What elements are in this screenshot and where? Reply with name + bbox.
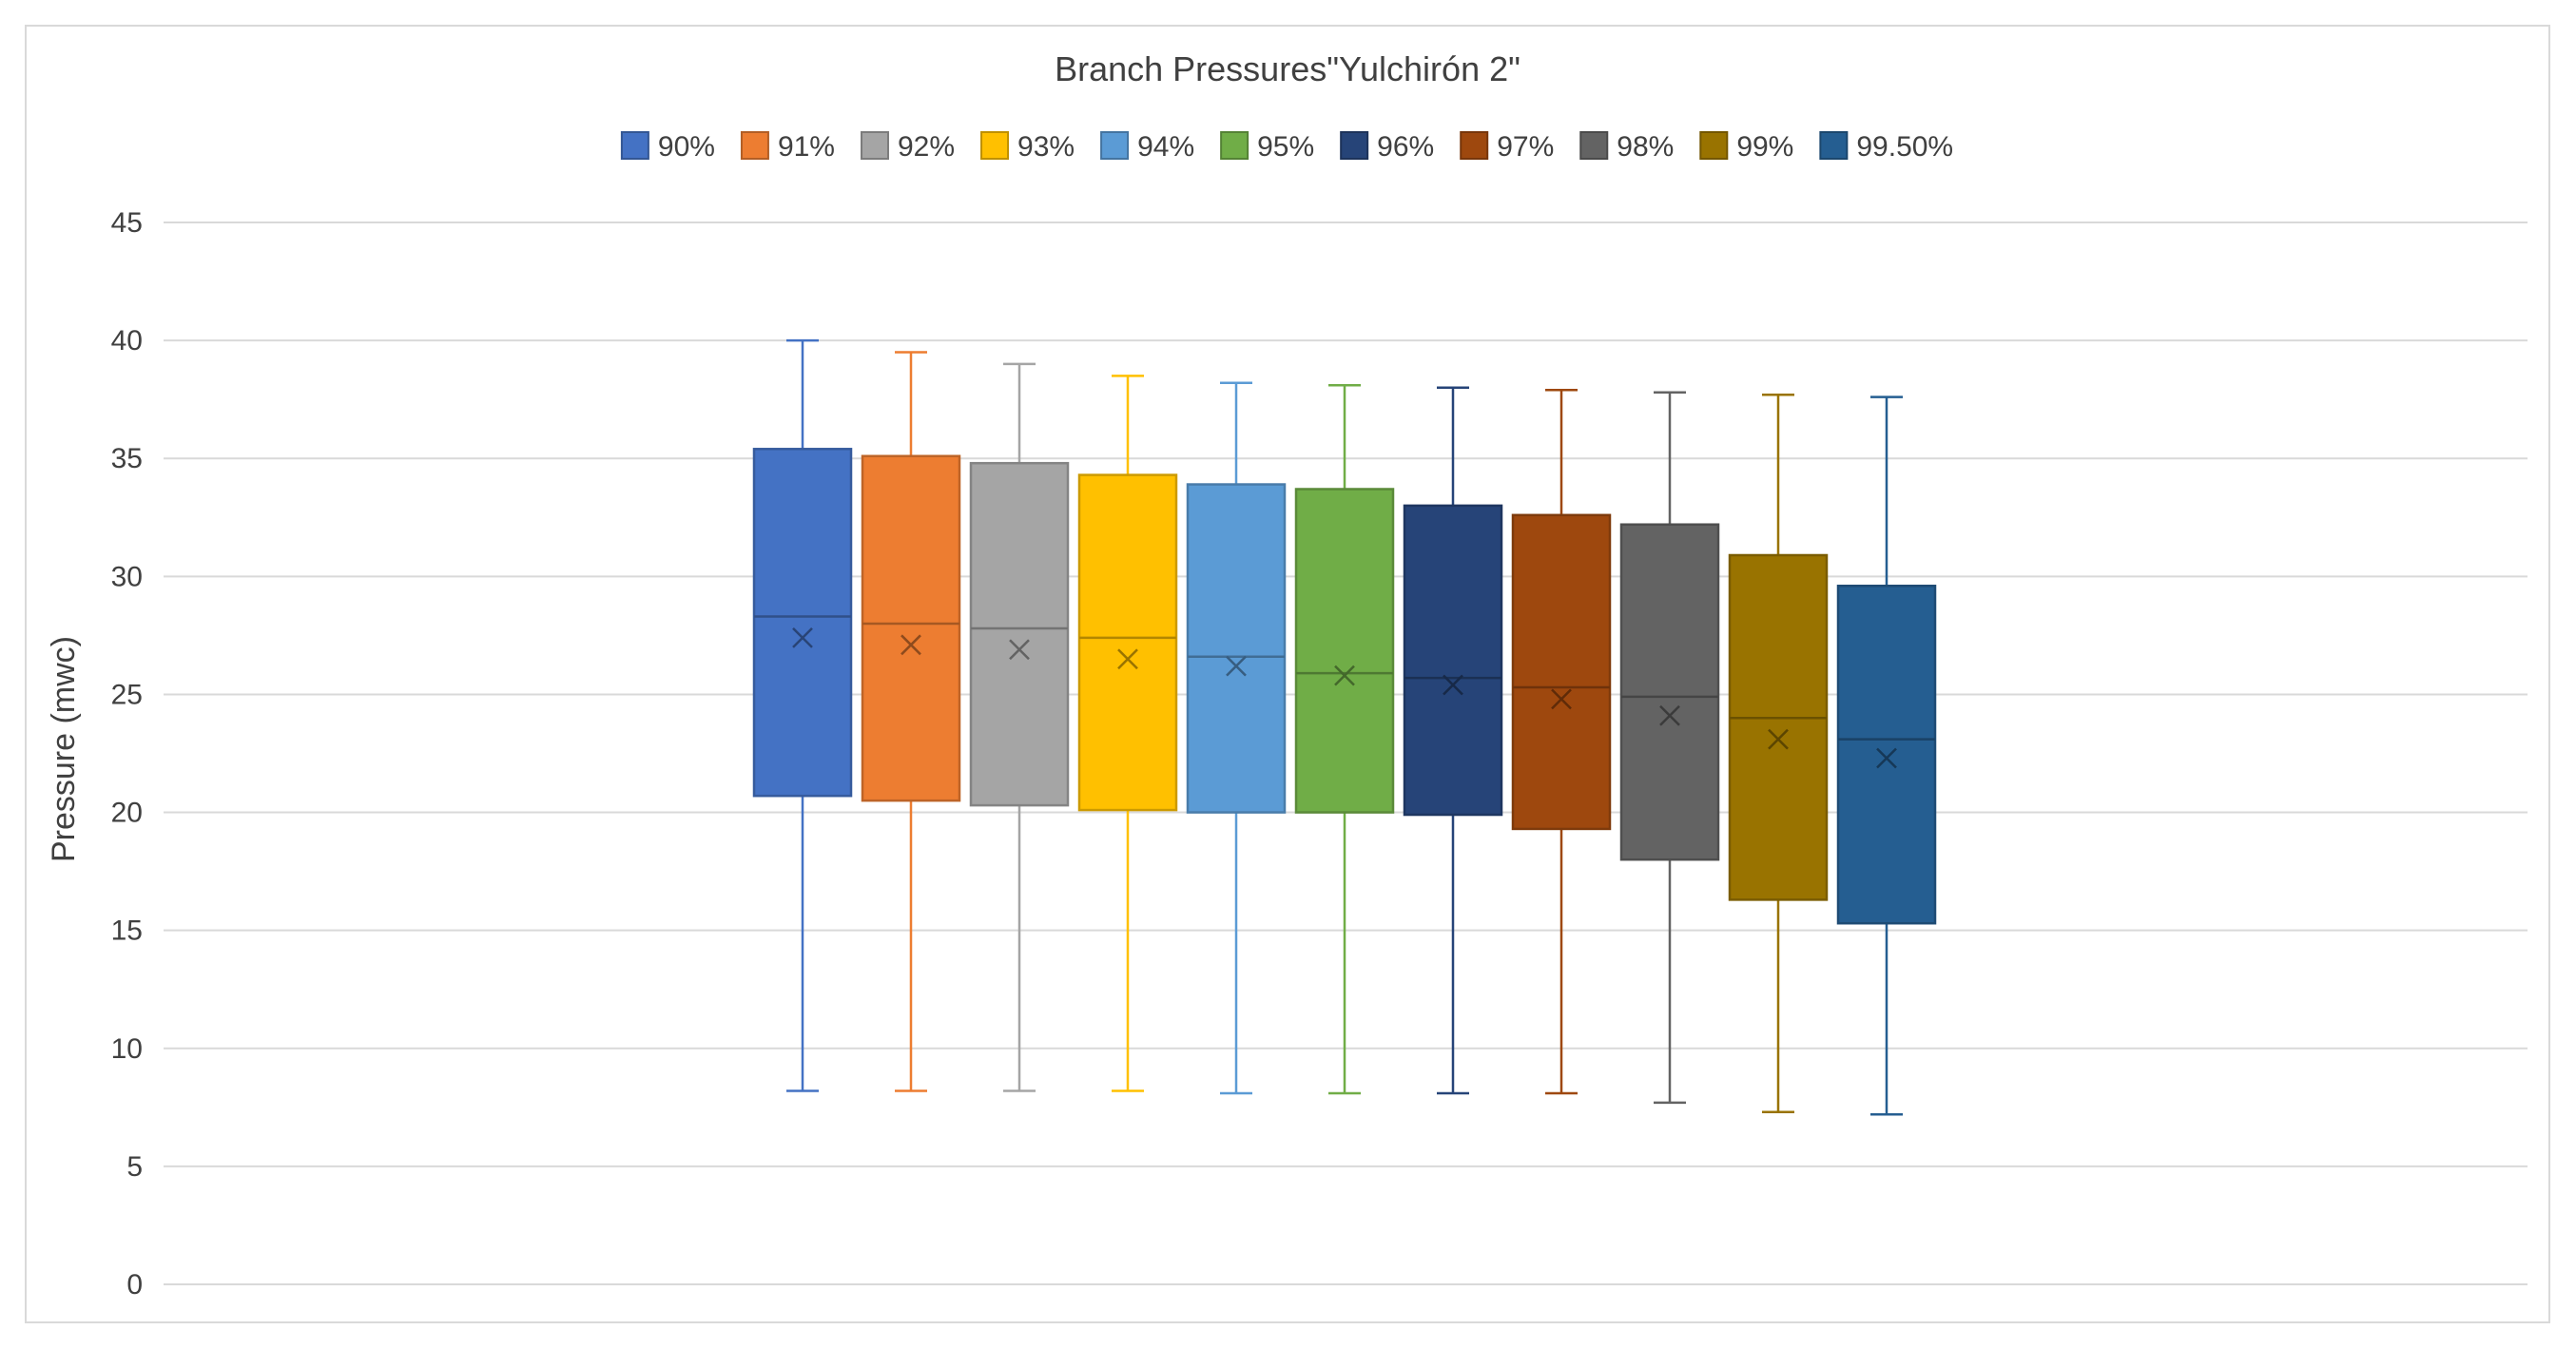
mean-marker [1443,674,1463,696]
legend-swatch [620,131,649,160]
legend-swatch [1220,131,1249,160]
legend-swatch [740,131,769,160]
chart-frame [25,25,2550,1323]
box-99-50pct [1836,395,1937,1116]
box-body [1403,504,1503,817]
legend-item: 93% [980,131,1075,163]
legend-label: 90% [658,131,715,163]
legend-label: 96% [1377,131,1434,163]
legend-swatch [1100,131,1130,160]
legend-swatch [1460,131,1489,160]
legend-swatch [1699,131,1729,160]
box-95pct [1294,384,1395,1095]
legend-label: 99.50% [1856,131,1953,163]
mean-marker [1117,648,1138,670]
y-tick-label: 25 [111,679,143,710]
box-plots [752,338,1937,1116]
gridlines [164,222,2528,1285]
legend-item: 94% [1100,131,1194,163]
box-91pct [861,351,961,1092]
y-tick-label: 20 [111,798,143,829]
mean-marker [1876,747,1897,769]
y-tick-label: 45 [111,207,143,239]
box-97pct [1511,388,1612,1095]
legend-swatch [1579,131,1609,160]
box-93pct [1077,375,1178,1092]
legend-label: 98% [1617,131,1674,163]
legend-label: 91% [778,131,835,163]
y-tick-label: 30 [111,561,143,592]
y-tick-label: 0 [126,1269,143,1301]
legend: 90% 91% 92% 93% 94% 95% 96% 97% 98% 99% 99.50% [620,131,1953,163]
legend-swatch [860,131,889,160]
legend-label: 94% [1137,131,1194,163]
box-96pct [1403,386,1503,1095]
legend-item: 99.50% [1819,131,1953,163]
box-99pct [1728,393,1829,1114]
y-axis-label: Pressure (mwc) [46,636,82,862]
y-tick-label: 10 [111,1033,143,1065]
box-body [1728,553,1829,901]
legend-swatch [1340,131,1369,160]
box-body [752,448,853,798]
legend-label: 93% [1017,131,1075,163]
box-98pct [1619,391,1720,1105]
box-body [1836,585,1937,925]
legend-item: 96% [1340,131,1434,163]
box-body [1186,483,1287,814]
box-body [1511,513,1612,831]
box-body [1294,488,1395,814]
y-tick-label: 15 [111,915,143,947]
legend-item: 92% [860,131,955,163]
y-tick-label: 5 [126,1151,143,1183]
legend-item: 99% [1699,131,1793,163]
mean-marker [1334,665,1355,686]
legend-label: 95% [1257,131,1314,163]
legend-item: 91% [740,131,835,163]
mean-marker [1768,728,1789,750]
chart-title: Branch Pressures"Yulchirón 2" [1055,49,1520,88]
mean-marker [1009,639,1030,661]
box-94pct [1186,381,1287,1095]
mean-marker [1551,688,1572,710]
box-body [1619,523,1720,861]
legend-swatch [980,131,1010,160]
legend-item: 90% [620,131,715,163]
y-tick-label: 40 [111,325,143,357]
y-axis-ticks: 0 5 10 15 20 25 30 35 40 45 [111,207,143,1301]
box-92pct [969,362,1070,1092]
box-90pct [752,338,853,1092]
mean-marker [1659,704,1680,726]
mean-marker [792,626,813,648]
mean-marker [1226,655,1247,677]
legend-item: 98% [1579,131,1674,163]
y-tick-label: 35 [111,443,143,474]
legend-label: 92% [898,131,955,163]
box-body [969,461,1070,807]
legend-label: 99% [1736,131,1793,163]
box-body [861,454,961,802]
box-body [1077,473,1178,812]
legend-item: 95% [1220,131,1314,163]
legend-label: 97% [1497,131,1554,163]
legend-swatch [1819,131,1849,160]
legend-item: 97% [1460,131,1554,163]
mean-marker [901,634,921,656]
